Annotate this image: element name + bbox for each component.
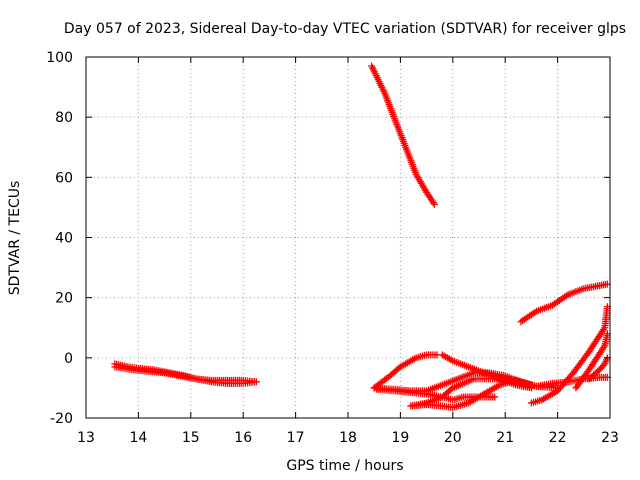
x-tick-label: 13 [77, 430, 95, 446]
x-tick-label: 14 [129, 430, 147, 446]
series-arc-2 [111, 363, 260, 387]
x-tick-label: 17 [287, 430, 305, 446]
x-tick-label: 19 [391, 430, 409, 446]
series-arc-3 [368, 62, 438, 208]
x-tick-label: 18 [339, 430, 357, 446]
y-tick-label: -20 [50, 411, 73, 427]
y-tick-label: 20 [55, 291, 73, 307]
series-arc-9 [438, 351, 535, 392]
y-tick-label: 100 [46, 50, 73, 66]
series-arc-13 [585, 354, 611, 383]
x-tick-label: 16 [234, 430, 252, 446]
data-point-marker [252, 378, 260, 386]
x-tick-label: 15 [182, 430, 200, 446]
grid [86, 57, 610, 418]
data-point-marker [527, 384, 535, 392]
data-point-marker [430, 200, 438, 208]
x-tick-label: 21 [496, 430, 514, 446]
series-arc-12 [572, 330, 611, 392]
chart-title: Day 057 of 2023, Sidereal Day-to-day VTE… [64, 21, 626, 37]
y-tick-label: 0 [64, 351, 73, 367]
y-tick-label: 80 [55, 110, 73, 126]
y-tick-label: 60 [55, 170, 73, 186]
data-point-marker [491, 393, 499, 401]
y-axis-label: SDTVAR / TECUs [7, 181, 23, 296]
x-axis-ticks: 13 14 15 16 17 18 19 20 21 22 23 [77, 57, 619, 446]
x-tick-label: 20 [444, 430, 462, 446]
x-tick-label: 23 [601, 430, 619, 446]
data-point-marker [599, 361, 607, 369]
series-arc-10 [517, 280, 611, 326]
y-tick-label: 40 [55, 231, 73, 247]
x-tick-label: 22 [549, 430, 567, 446]
x-axis-label: GPS time / hours [286, 458, 403, 474]
series-arc-11 [527, 303, 611, 407]
y-axis-ticks: 100 80 60 40 20 0 -20 [46, 50, 610, 427]
data-points [111, 62, 611, 411]
